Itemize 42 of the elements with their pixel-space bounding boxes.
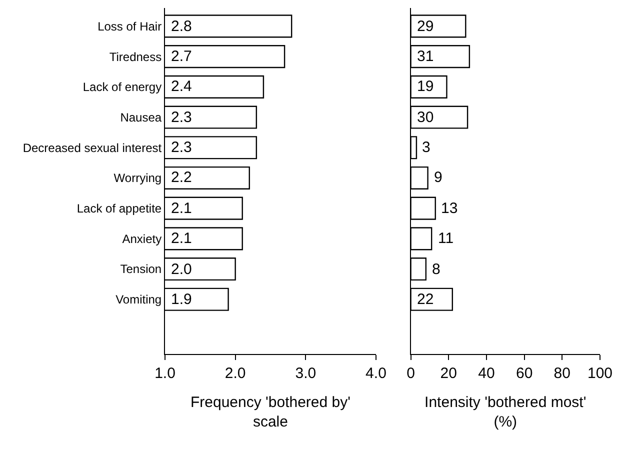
data-label: 9 [434,169,442,186]
y-tick-label: Tiredness [109,50,162,64]
x-axis-title: Intensity 'bothered most' (%) [424,394,586,430]
x-tick-label: 60 [516,365,533,382]
x-tick-label: 0 [406,365,415,382]
data-label: 22 [417,291,434,308]
y-tick-label: Worrying [114,171,162,186]
data-label: 8 [432,261,440,278]
x-tick-label: 3.0 [295,365,316,382]
data-label: 3 [422,139,430,156]
y-tick-label: Lack of energy [82,80,162,94]
y-tick-label: Loss of Hair [98,19,162,34]
x-tick-label: 100 [587,365,613,382]
y-tick-label: Vomiting [116,292,162,307]
data-label: 2.3 [171,139,192,156]
data-label: 31 [417,48,434,65]
x-tick-label: 1.0 [154,365,176,382]
x-tick-label: 20 [440,365,457,382]
data-label: 2.2 [171,169,192,186]
y-tick-label: Tension [120,262,162,276]
data-label: 2.4 [171,78,192,95]
data-label: 2.0 [171,261,192,278]
x-axis-title: Frequency 'bothered by' scale [190,394,351,430]
data-label: 2.3 [171,109,192,126]
data-label: 2.1 [171,230,192,247]
data-label: 2.1 [171,200,192,217]
data-label: 30 [417,109,434,126]
x-tick-label: 40 [478,365,495,382]
x-tick-label: 80 [554,365,570,382]
data-label: 19 [417,78,434,95]
data-label: 29 [417,18,434,35]
data-label: 2.8 [171,18,192,35]
y-tick-label: Nausea [120,110,162,124]
y-tick-label: Lack of appetite [76,202,162,216]
data-label: 13 [441,200,458,217]
data-label: 2.7 [171,48,192,65]
data-label: 1.9 [171,291,192,308]
y-tick-label: Anxiety [122,232,162,246]
x-tick-label: 2.0 [224,365,246,382]
y-tick-label: Decreased sexual interest [22,140,162,155]
x-tick-label: 4.0 [366,365,386,382]
data-label: 11 [438,230,454,247]
